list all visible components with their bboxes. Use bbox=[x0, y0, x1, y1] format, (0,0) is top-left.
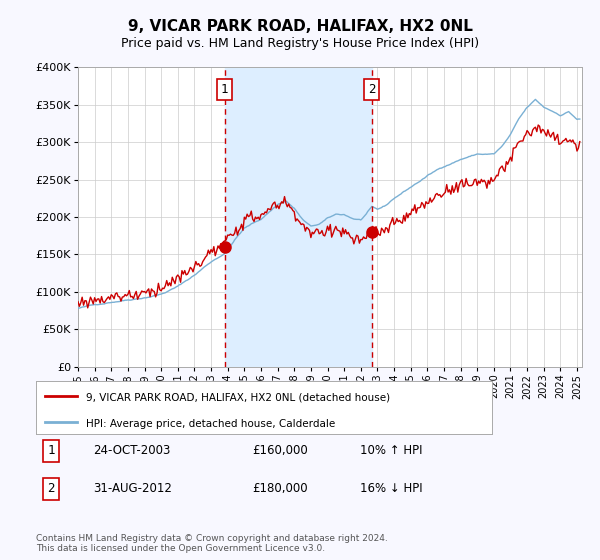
Text: £180,000: £180,000 bbox=[252, 482, 308, 496]
Text: 9, VICAR PARK ROAD, HALIFAX, HX2 0NL: 9, VICAR PARK ROAD, HALIFAX, HX2 0NL bbox=[128, 20, 472, 34]
Text: 16% ↓ HPI: 16% ↓ HPI bbox=[360, 482, 422, 496]
Text: Price paid vs. HM Land Registry's House Price Index (HPI): Price paid vs. HM Land Registry's House … bbox=[121, 37, 479, 50]
Text: 10% ↑ HPI: 10% ↑ HPI bbox=[360, 444, 422, 458]
Text: 31-AUG-2012: 31-AUG-2012 bbox=[93, 482, 172, 496]
Text: 2: 2 bbox=[47, 482, 55, 496]
Text: This data is licensed under the Open Government Licence v3.0.: This data is licensed under the Open Gov… bbox=[36, 544, 325, 553]
Text: Contains HM Land Registry data © Crown copyright and database right 2024.: Contains HM Land Registry data © Crown c… bbox=[36, 534, 388, 543]
Text: HPI: Average price, detached house, Calderdale: HPI: Average price, detached house, Cald… bbox=[86, 419, 335, 430]
Text: 24-OCT-2003: 24-OCT-2003 bbox=[93, 444, 170, 458]
Text: 9, VICAR PARK ROAD, HALIFAX, HX2 0NL (detached house): 9, VICAR PARK ROAD, HALIFAX, HX2 0NL (de… bbox=[86, 393, 390, 403]
Bar bbox=[225, 67, 372, 367]
Text: £160,000: £160,000 bbox=[252, 444, 308, 458]
Text: 1: 1 bbox=[221, 83, 229, 96]
Text: 2: 2 bbox=[368, 83, 376, 96]
Text: 1: 1 bbox=[47, 444, 55, 458]
